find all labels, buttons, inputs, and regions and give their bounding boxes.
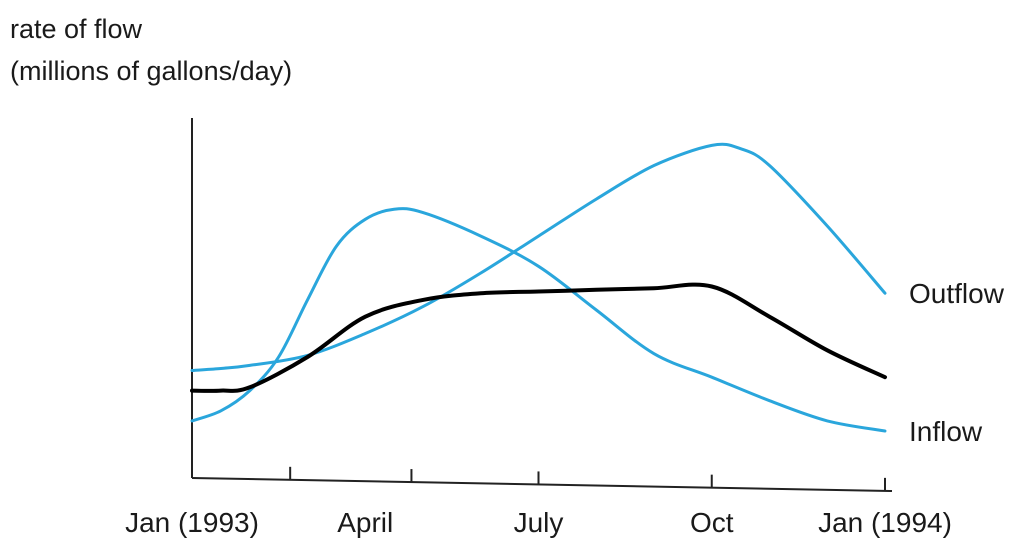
series-label-outflow: Outflow	[909, 278, 1005, 309]
axes	[191, 118, 893, 492]
series-line-outflow	[190, 142, 887, 372]
x-tick-label-3: Oct	[690, 507, 734, 538]
series-line-storage	[190, 282, 887, 393]
series-label-inflow: Inflow	[909, 416, 983, 447]
y-axis-label-line-2: (millions of gallons/day)	[10, 56, 292, 86]
x-axis-line	[191, 477, 893, 492]
x-tick-label-4: Jan (1994)	[818, 507, 952, 538]
x-ticks: Jan (1993) April July Oct Jan (1994)	[125, 466, 952, 538]
series-labels: Outflow Inflow	[909, 278, 1005, 447]
y-axis-label-line-1: rate of flow	[10, 14, 143, 44]
series-line-inflow	[190, 207, 887, 433]
x-tick-label-2: July	[514, 507, 564, 538]
series-layer	[190, 142, 887, 433]
x-tick-label-0: Jan (1993)	[125, 507, 259, 538]
x-tick-label-1: April	[337, 507, 393, 538]
